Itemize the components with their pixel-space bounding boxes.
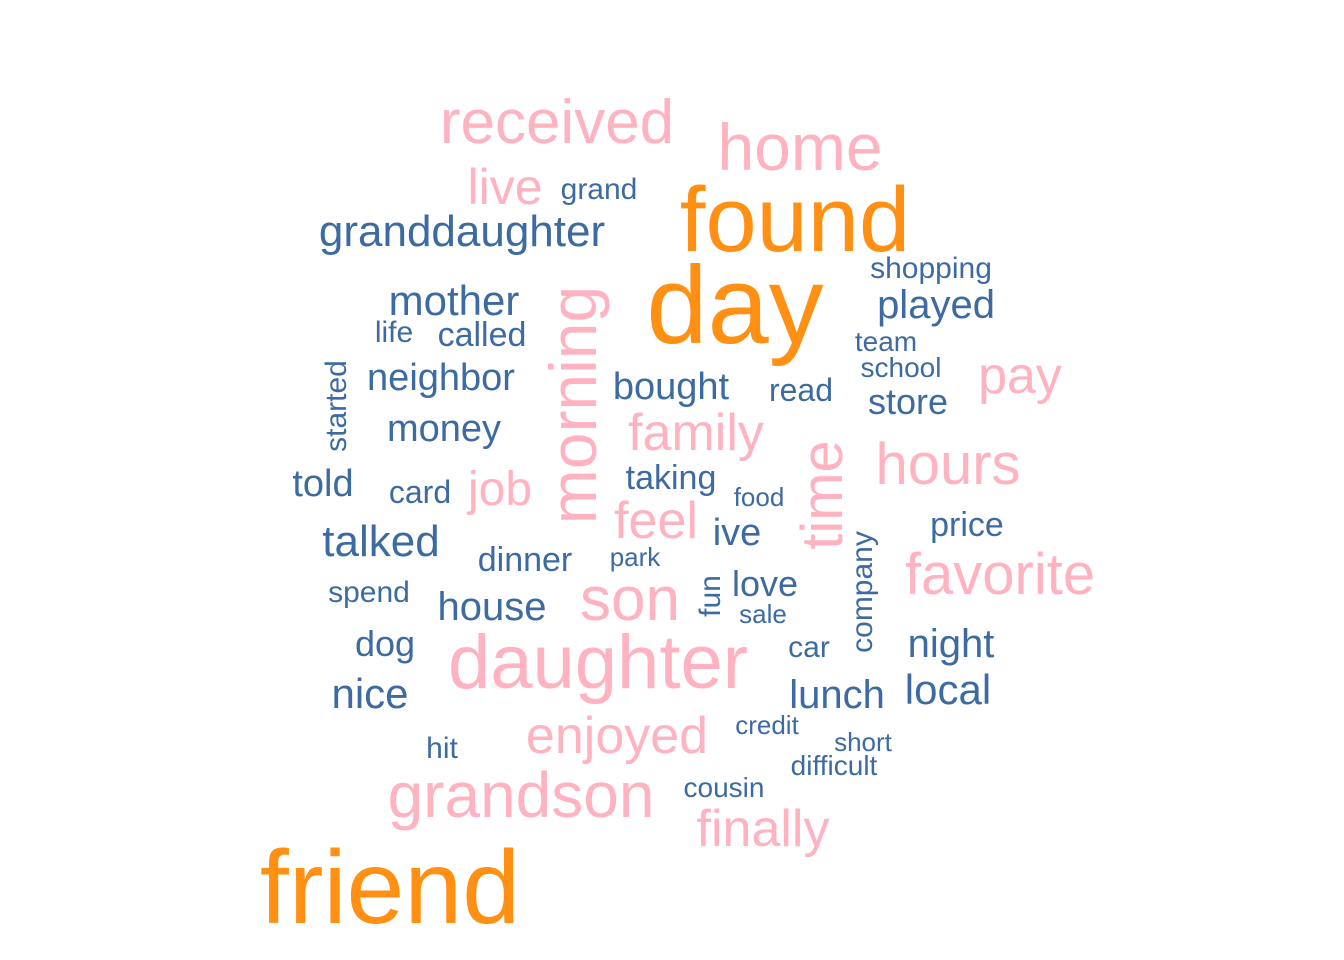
word-family: family	[628, 404, 764, 462]
word-dinner: dinner	[477, 541, 573, 579]
word-read: read	[768, 372, 834, 408]
word-park: park	[609, 542, 661, 572]
word-ive: ive	[712, 512, 762, 554]
word-friend: friend	[259, 830, 521, 946]
word-shopping: shopping	[870, 252, 992, 285]
word-taking: taking	[625, 459, 717, 497]
word-store: store	[867, 381, 949, 422]
word-live: live	[467, 159, 543, 215]
word-hours: hours	[875, 432, 1021, 497]
word-found: found	[679, 169, 911, 271]
word-neighbor: neighbor	[367, 357, 515, 399]
word-short: short	[834, 727, 892, 757]
word-morning: morning	[536, 285, 610, 525]
word-time: time	[790, 440, 855, 550]
word-pay: pay	[978, 347, 1062, 405]
word-told: told	[292, 463, 354, 505]
word-enjoyed: enjoyed	[525, 707, 709, 765]
word-son: son	[580, 565, 680, 634]
word-love: love	[731, 563, 799, 604]
word-school: school	[860, 352, 942, 383]
word-started: started	[320, 360, 353, 452]
word-company: company	[846, 531, 879, 653]
word-home: home	[717, 110, 883, 184]
word-card: card	[388, 474, 452, 510]
word-car: car	[788, 631, 830, 664]
word-night: night	[907, 622, 995, 666]
word-finally: finally	[696, 800, 830, 858]
word-grandson: grandson	[387, 759, 655, 831]
word-local: local	[904, 666, 992, 713]
word-feel: feel	[614, 492, 698, 550]
word-credit: credit	[735, 710, 799, 740]
word-difficult: difficult	[790, 750, 878, 781]
word-job: job	[467, 463, 533, 516]
word-food: food	[733, 482, 785, 512]
word-favorite: favorite	[904, 542, 1096, 607]
word-cousin: cousin	[683, 772, 765, 803]
word-lunch: lunch	[789, 673, 885, 717]
word-sale: sale	[739, 599, 787, 629]
word-bought: bought	[612, 366, 730, 408]
word-life: life	[374, 316, 414, 349]
word-day: day	[646, 244, 824, 367]
word-nice: nice	[331, 670, 409, 717]
word-called: called	[437, 316, 527, 354]
word-grand: grand	[560, 173, 638, 206]
word-team: team	[854, 326, 918, 357]
word-talked: talked	[322, 517, 440, 566]
word-money: money	[386, 408, 502, 450]
word-fun: fun	[694, 575, 727, 617]
word-spend: spend	[328, 576, 410, 609]
word-hit: hit	[426, 732, 458, 765]
word-house: house	[437, 585, 547, 629]
word-played: played	[877, 283, 995, 327]
word-price: price	[930, 506, 1004, 544]
word-dog: dog	[354, 623, 416, 664]
word-daughter: daughter	[447, 620, 749, 705]
word-mother: mother	[388, 277, 520, 324]
word-received: received	[439, 88, 675, 157]
word-granddaughter: granddaughter	[318, 207, 606, 256]
